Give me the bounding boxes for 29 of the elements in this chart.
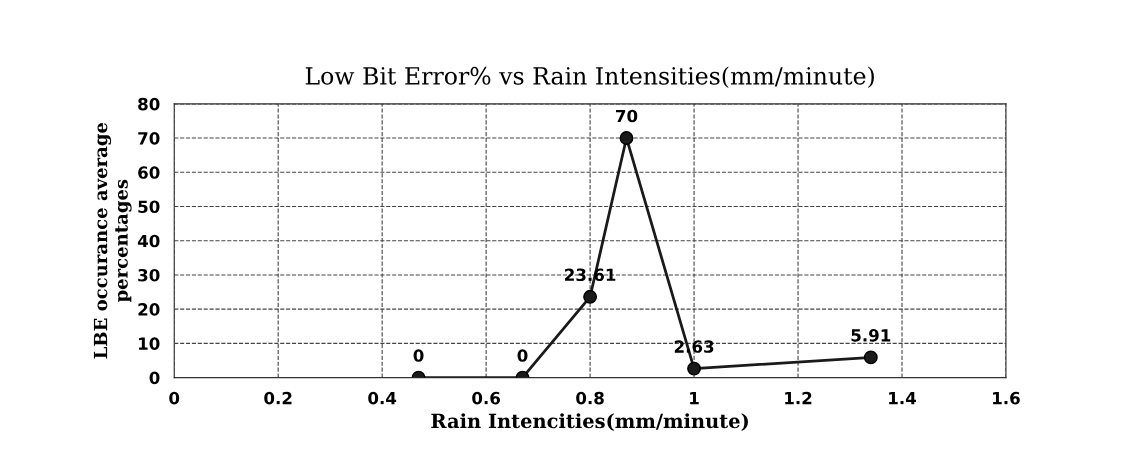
data-label: 70 [616, 109, 638, 123]
x-tick-label: 1.2 [785, 391, 812, 405]
x-tick-label: 0.6 [472, 391, 500, 405]
x-tick-label: 1 [690, 392, 699, 405]
y-tick-label: 0 [149, 371, 160, 385]
y-tick-label: 60 [138, 166, 160, 179]
y-axis-title: LBE occurance average percentages [93, 122, 132, 359]
x-tick-label: 0.2 [264, 391, 292, 405]
y-tick-label: 50 [138, 200, 160, 214]
y-tick-label: 70 [138, 132, 160, 145]
y-tick-label: 30 [138, 268, 160, 282]
point [863, 350, 878, 365]
chart-title: Low Bit Error% vs Rain Intensities(mm/minute) [305, 66, 874, 89]
y-tick-label: 10 [139, 337, 160, 350]
data-label: 0 [413, 349, 424, 362]
point [687, 361, 702, 376]
x-tick-label: 1.6 [993, 391, 1020, 405]
y-tick-label: 40 [137, 234, 160, 248]
y-tick-label: 20 [138, 303, 160, 316]
x-tick-label: 0.8 [576, 391, 604, 405]
data-label: 5.91 [851, 329, 891, 342]
x-tick-label: 0.4 [368, 391, 397, 405]
x-tick-label: 1.4 [889, 392, 917, 405]
data-label: 0 [517, 349, 528, 362]
y-tick-label: 80 [138, 97, 160, 111]
point [619, 131, 634, 146]
x-tick-label: 0 [169, 391, 180, 405]
point [583, 289, 598, 304]
x-axis-title: Rain Intencities(mm/minute) [431, 413, 748, 431]
